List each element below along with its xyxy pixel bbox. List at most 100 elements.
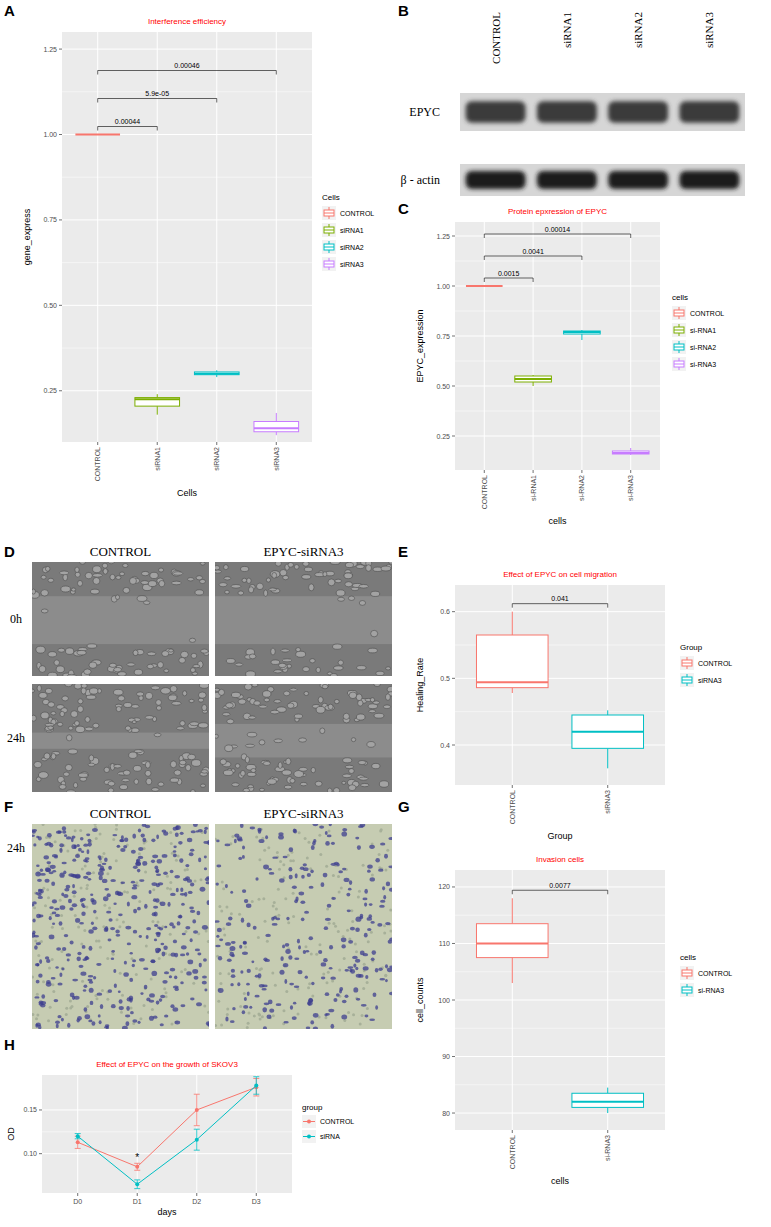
p-value: 0.0015 [498,270,520,277]
stained-cell [88,1020,92,1022]
pore [325,865,328,868]
pore [32,976,34,979]
axis-label: cells [548,516,567,526]
stained-cell [117,845,121,848]
stained-cell [130,952,133,955]
grid-line [276,32,277,442]
cell [116,706,121,711]
stained-cell [160,1023,164,1026]
cell [299,738,307,742]
cell [231,585,241,589]
cell [200,562,205,565]
pore [81,980,84,983]
stained-cell [170,870,174,874]
pore [371,874,374,877]
box [75,134,120,135]
stained-cell [145,825,150,828]
cell [243,788,249,792]
cell [238,591,244,595]
cell [145,692,152,699]
stained-cell [295,873,298,878]
stained-cell [111,1004,116,1008]
grid-line [62,49,312,50]
pore [138,852,141,855]
pore [225,905,228,908]
stained-cell [206,876,209,879]
pore [354,943,357,946]
cell [158,782,164,786]
pore [327,829,330,832]
cell [87,644,97,648]
cell [179,760,186,765]
cell [344,573,352,579]
stained-cell [61,1018,64,1022]
legend-key [682,990,692,991]
pore [169,881,172,884]
stained-cell [356,974,362,978]
pore [275,908,278,911]
stained-cell [265,835,268,839]
stained-cell [349,880,352,885]
stained-cell [298,945,301,949]
cell [174,770,181,775]
pore [119,972,122,975]
stained-cell [285,943,290,947]
stained-cell [86,871,91,875]
pore [51,926,54,929]
legend-key [672,340,686,354]
pore [144,870,147,873]
micrograph [215,684,392,792]
stained-cell [309,936,314,940]
blot-band [466,101,526,122]
stained-cell [240,824,244,828]
stained-cell [336,993,340,996]
stained-cell [40,873,46,876]
whisker [276,432,277,435]
legend-key [674,327,684,333]
stained-cell [360,951,365,956]
tick-label: 0.5 [440,675,450,682]
stained-cell [37,893,41,896]
stained-cell [247,922,251,927]
cell [190,722,199,726]
stained-cell [49,843,53,847]
stained-cell [92,926,97,930]
stained-cell [190,910,195,913]
pore [117,845,120,848]
stained-cell [197,953,201,956]
stained-cell [218,988,224,993]
tick-mark [452,1000,455,1001]
stained-cell [125,1021,129,1026]
cell [345,582,353,587]
axis-label: Group [547,831,572,841]
error-bar [134,1180,140,1189]
stained-cell [126,1006,130,1011]
stained-cell [298,970,303,974]
stained-cell [150,959,155,963]
minor-grid-line [455,1084,665,1085]
grid-line [62,219,312,220]
cell [247,732,257,737]
column-header: EPYC-siRNA3 [263,806,343,821]
cell [157,662,163,668]
whisker [607,748,608,768]
stained-cell [338,870,343,873]
cell [152,788,159,792]
stained-cell [283,963,288,967]
series-line [78,1085,257,1184]
stained-cell [172,925,176,928]
pore [352,1013,355,1016]
stained-cell [192,969,198,974]
cell [39,692,47,698]
stained-cell [110,879,116,882]
stained-cell [142,861,147,866]
pore [253,1014,256,1017]
micrograph [32,684,209,792]
error-bar [194,1129,200,1150]
stained-cell [268,868,272,870]
stained-cell [70,940,74,944]
pore [74,829,77,832]
tick-mark [452,745,455,746]
stained-cell [72,858,76,861]
cell [45,726,53,732]
